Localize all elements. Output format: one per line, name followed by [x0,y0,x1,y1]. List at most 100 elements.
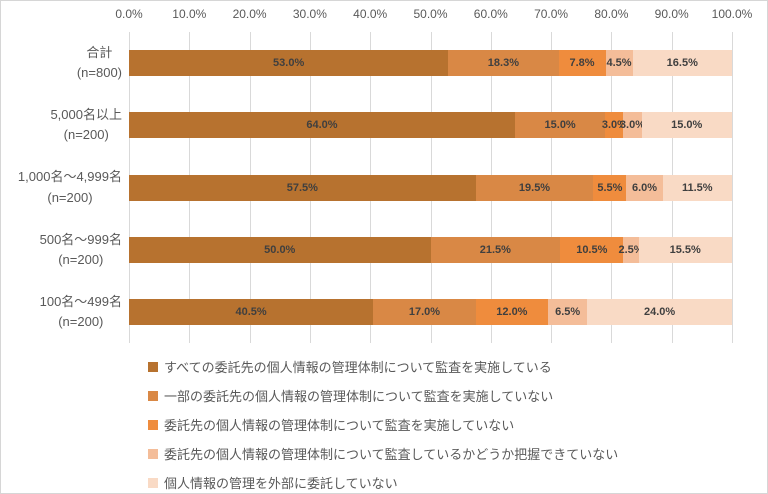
legend-swatch [148,477,158,488]
category-row: 100名～499名 (n=200) [1,281,122,343]
stacked-bar: 40.5% 17.0% 12.0% 6.5% 24.0% [129,298,732,325]
bar-segment: 50.0% [129,236,431,263]
data-label: 21.5% [479,243,511,256]
legend-swatch [148,390,158,401]
data-label: 11.5% [682,181,713,194]
data-label: 4.5% [606,57,632,70]
legend-item: 一部の委託先の個人情報の管理体制について監査を実施していない [148,386,618,405]
bar-row: 53.0% 18.3% 7.8% 4.5% 16.5% [129,32,732,94]
legend-item: 委託先の個人情報の管理体制について監査を実施していない [148,415,618,434]
data-label: 50.0% [264,243,296,256]
data-label: 6.5% [555,305,581,318]
bar-segment: 24.0% [587,298,732,325]
data-label: 16.5% [666,57,698,70]
bar-segment: 10.5% [560,236,624,263]
data-label: 12.0% [496,305,528,318]
bar-segment: 57.5% [129,174,476,201]
legend-label: 個人情報の管理を外部に委託していない [164,476,398,491]
legend-item: 個人情報の管理を外部に委託していない [148,473,618,492]
x-axis-tick-label: 30.0% [292,7,327,21]
data-label: 15.0% [671,119,703,132]
category-row: 5,000名以上 (n=200) [1,94,122,156]
gridline [732,32,733,343]
bar-segment: 2.5% [618,236,644,263]
bar-row: 50.0% 21.5% 10.5% 2.5% 15.5% [129,219,732,281]
bar-segment: 5.5% [593,174,627,201]
legend-item: 委託先の個人情報の管理体制について監査しているかどうか把握できていない [148,444,618,463]
legend-label: 一部の委託先の個人情報の管理体制について監査を実施していない [164,389,554,404]
x-axis-tick-label: 60.0% [473,7,508,21]
data-label: 17.0% [408,305,441,318]
data-label: 3.0% [601,119,627,132]
data-label: 19.5% [518,181,551,194]
data-label: 5.5% [597,181,623,194]
x-axis-tick-label: 20.0% [232,7,267,21]
data-label: 15.0% [544,119,576,132]
data-label: 3.0% [619,119,645,132]
category-row: 500名～999名 (n=200) [1,219,122,281]
data-label: 7.8% [569,57,595,70]
bar-segment: 19.5% [475,174,594,201]
legend-label: 委託先の個人情報の管理体制について監査しているかどうか把握できていない [164,447,619,462]
category-label: 合計 (n=800) [76,44,122,81]
x-axis-tick-label: 70.0% [534,7,569,21]
data-label: 10.5% [576,243,608,256]
bar-segment: 15.0% [514,112,606,139]
legend-label: すべての委託先の個人情報の管理体制について監査を実施している [164,360,552,375]
x-axis-tick-label: 100.0% [711,7,753,21]
data-label: 15.5% [669,243,701,256]
bar-segment: 16.5% [632,50,732,77]
bar-segment: 11.5% [662,174,732,201]
bar-segment: 15.5% [638,236,732,263]
bar-segment: 18.3% [448,50,559,77]
bar-segment: 64.0% [129,112,515,139]
category-row: 合計 (n=800) [1,32,122,94]
stacked-bar: 53.0% 18.3% 7.8% 4.5% 16.5% [129,50,732,77]
bar-segment: 6.5% [548,298,588,325]
category-label: 100名～499名 (n=200) [39,293,122,329]
legend-swatch [148,361,158,372]
bar-row: 40.5% 17.0% 12.0% 6.5% 24.0% [129,281,732,343]
data-label: 53.0% [273,57,305,70]
category-label: 1,000名～4,999名 (n=200) [17,169,122,205]
bar-segment: 40.5% [129,298,374,325]
plot-area: 53.0% 18.3% 7.8% 4.5% 16.5% 64.0% 15.0% 3.0% 3.0… [129,32,733,343]
data-label: 24.0% [644,305,676,318]
stacked-bar: 50.0% 21.5% 10.5% 2.5% 15.5% [129,236,732,263]
bar-row: 57.5% 19.5% 5.5% 6.0% 11.5% [129,156,732,218]
stacked-bar: 57.5% 19.5% 5.5% 6.0% 11.5% [129,174,732,201]
legend-swatch [148,448,158,459]
data-label: 40.5% [235,305,267,318]
x-axis-tick-label: 10.0% [172,7,207,21]
bar-segment: 17.0% [373,298,476,325]
category-label: 500名～999名 (n=200) [39,231,122,267]
legend-swatch [148,419,158,430]
bar-rows: 53.0% 18.3% 7.8% 4.5% 16.5% 64.0% 15.0% 3.0% 3.0… [129,32,732,343]
category-axis: 合計 (n=800) 5,000名以上 (n=200) 1,000名～4,999名 (n=… [1,32,122,343]
bar-segment: 53.0% [129,50,449,77]
bar-segment: 4.5% [605,50,633,77]
bar-row: 64.0% 15.0% 3.0% 3.0% 15.0% [129,94,732,156]
data-label: 57.5% [286,181,318,194]
data-label: 18.3% [487,57,519,70]
x-axis-tick-label: 90.0% [654,7,689,21]
bar-segment: 3.0% [602,112,627,139]
x-axis-tick-label: 40.0% [353,7,388,21]
x-axis-tick-label: 0.0% [115,7,143,21]
x-axis: 0.0% 10.0% 20.0% 30.0% 40.0% 50.0% 60.0% 70.0% 8… [115,7,752,25]
x-axis-tick-label: 80.0% [594,7,629,21]
legend: すべての委託先の個人情報の管理体制について監査を実施している 一部の委託先の個人情… [148,357,618,492]
bar-segment: 12.0% [475,298,549,325]
data-label: 2.5% [618,243,644,256]
legend-label: 委託先の個人情報の管理体制について監査を実施していない [164,418,515,433]
bar-segment: 3.0% [620,112,645,139]
category-label: 5,000名以上 (n=200) [50,107,122,143]
data-label: 6.0% [631,181,658,194]
x-axis-tick-label: 50.0% [413,7,448,21]
bar-segment: 15.0% [641,112,732,139]
category-row: 1,000名～4,999名 (n=200) [1,156,122,218]
legend-item: すべての委託先の個人情報の管理体制について監査を実施している [148,357,618,376]
bar-segment: 6.0% [626,174,663,201]
data-label: 64.0% [306,119,338,132]
